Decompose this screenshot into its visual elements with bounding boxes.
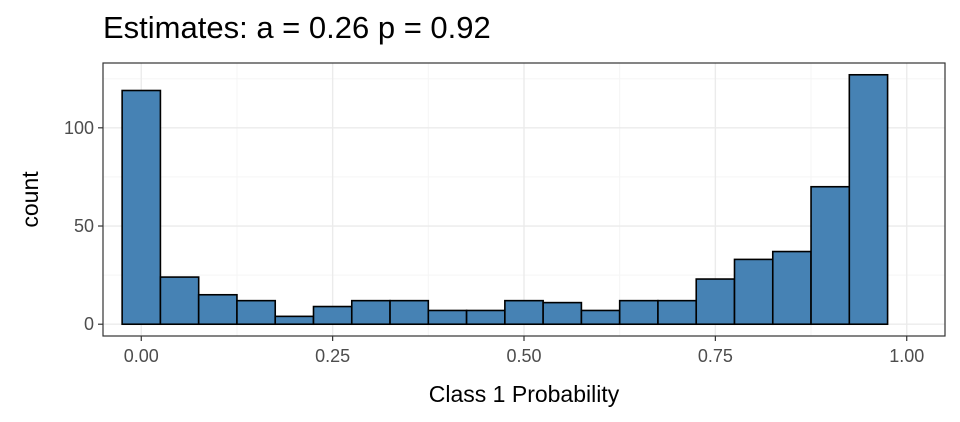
histogram-bar — [657, 299, 698, 326]
histogram-bar — [159, 276, 200, 326]
x-axis-title: Class 1 Probability — [429, 381, 620, 407]
x-tick-label: 0.50 — [506, 346, 541, 366]
histogram-bar — [121, 89, 162, 326]
histogram-bar — [542, 301, 583, 326]
histogram-bar — [350, 299, 391, 326]
histogram-bar — [618, 299, 659, 326]
y-tick-label: 50 — [74, 216, 94, 236]
histogram-bar — [274, 315, 315, 326]
histogram-bar — [810, 185, 851, 326]
x-tick-label: 0.75 — [698, 346, 733, 366]
histogram-bars — [121, 73, 889, 326]
y-axis-title: count — [17, 171, 43, 228]
histogram-bar — [427, 309, 468, 326]
x-tick-label: 1.00 — [889, 346, 924, 366]
histogram-bar — [733, 258, 774, 326]
x-tick-label: 0.00 — [124, 346, 159, 366]
axis-ticks: 0.00 0.25 0.50 0.75 1.00 0 50 100 — [64, 118, 924, 366]
histogram-bar — [312, 305, 353, 326]
histogram-bar — [465, 309, 506, 326]
y-tick-label: 100 — [64, 118, 94, 138]
histogram-bar — [580, 309, 621, 326]
histogram-bar — [236, 299, 277, 326]
y-tick-label: 0 — [84, 314, 94, 334]
histogram-bar — [389, 299, 430, 326]
chart-title: Estimates: a = 0.26 p = 0.92 — [103, 10, 491, 45]
histogram-bar — [771, 250, 812, 326]
histogram-bar — [197, 293, 238, 326]
histogram-bar — [504, 299, 544, 326]
histogram-bar — [695, 278, 736, 326]
x-tick-label: 0.25 — [315, 346, 350, 366]
histogram-bar — [848, 73, 889, 326]
